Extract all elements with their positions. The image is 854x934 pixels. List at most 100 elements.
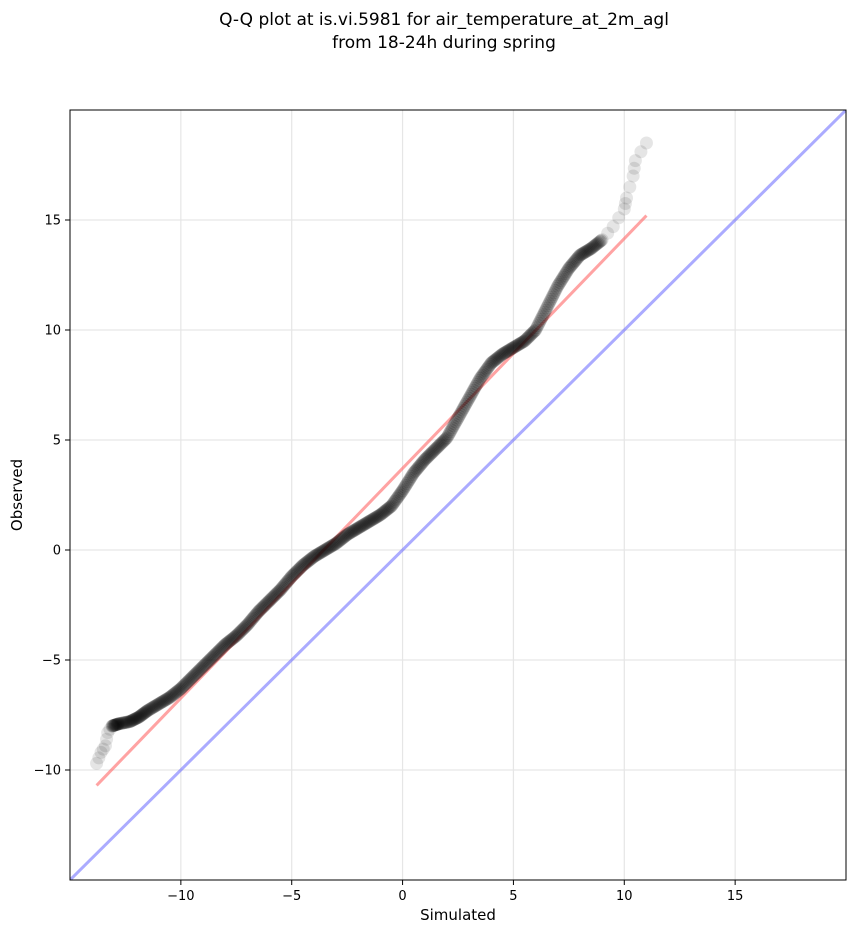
qq-point bbox=[269, 587, 283, 601]
qq-point bbox=[567, 255, 581, 269]
qq-point bbox=[338, 529, 352, 543]
qq-point bbox=[480, 362, 494, 376]
qq-point bbox=[348, 523, 362, 537]
qq-point bbox=[176, 679, 190, 693]
qq-point bbox=[355, 519, 369, 533]
qq-point bbox=[206, 650, 220, 664]
qq-point bbox=[301, 554, 315, 568]
qq-point bbox=[210, 645, 224, 659]
qq-point bbox=[194, 662, 208, 676]
qq-point bbox=[214, 642, 228, 656]
qq-point bbox=[601, 226, 615, 240]
qq-point bbox=[543, 294, 557, 308]
qq-point bbox=[346, 524, 360, 538]
qq-point bbox=[319, 542, 333, 556]
qq-point bbox=[352, 520, 366, 534]
qq-point bbox=[541, 299, 555, 313]
qq-point bbox=[367, 512, 381, 526]
qq-point bbox=[341, 527, 355, 541]
qq-point bbox=[203, 653, 217, 667]
qq-point bbox=[239, 619, 253, 633]
qq-point bbox=[523, 329, 537, 342]
qq-point bbox=[485, 355, 499, 369]
qq-point bbox=[555, 272, 569, 286]
qq-point bbox=[440, 431, 454, 445]
qq-point bbox=[255, 601, 269, 615]
qq-point bbox=[215, 641, 229, 655]
x-axis: −10 −5 0 5 10 15 bbox=[167, 880, 743, 904]
qq-point bbox=[534, 312, 548, 326]
qq-point bbox=[418, 453, 432, 467]
qq-point bbox=[158, 693, 172, 707]
y-tick-label: 0 bbox=[53, 544, 61, 559]
qq-point bbox=[363, 514, 377, 528]
qq-point bbox=[187, 668, 201, 682]
qq-point bbox=[310, 548, 324, 562]
qq-point bbox=[131, 711, 145, 725]
qq-point bbox=[147, 700, 161, 714]
qq-point bbox=[122, 715, 136, 729]
qq-point bbox=[183, 673, 197, 687]
qq-point bbox=[330, 536, 344, 550]
qq-point bbox=[171, 684, 185, 698]
qq-point bbox=[110, 717, 124, 731]
qq-point bbox=[457, 401, 471, 415]
qq-point bbox=[260, 596, 274, 610]
qq-point bbox=[512, 337, 526, 351]
qq-point bbox=[406, 468, 420, 482]
qq-point bbox=[265, 591, 279, 605]
qq-point bbox=[268, 588, 282, 602]
qq-point bbox=[468, 381, 482, 395]
qq-point bbox=[522, 330, 536, 344]
qq-point bbox=[115, 716, 129, 730]
qq-point bbox=[294, 561, 308, 575]
qq-point bbox=[429, 442, 443, 456]
qq-point bbox=[302, 553, 316, 567]
chart-title-line-1: Q-Q plot at is.vi.5981 for air_temperatu… bbox=[219, 10, 669, 30]
qq-point bbox=[469, 379, 483, 393]
quantile-points bbox=[90, 136, 653, 770]
qq-point bbox=[109, 718, 123, 732]
qq-point bbox=[123, 715, 137, 729]
qq-point bbox=[224, 633, 238, 647]
qq-point bbox=[371, 509, 385, 523]
qq-point bbox=[422, 448, 436, 462]
qq-point bbox=[128, 712, 142, 726]
qq-point bbox=[438, 433, 452, 447]
qq-point bbox=[121, 715, 135, 729]
qq-point bbox=[401, 475, 415, 489]
qq-point bbox=[254, 602, 268, 616]
qq-point bbox=[226, 631, 240, 645]
qq-point bbox=[199, 656, 213, 670]
chart-title-line-2: from 18-24h during spring bbox=[332, 33, 556, 53]
qq-point bbox=[552, 277, 566, 291]
qq-point bbox=[618, 197, 632, 210]
qq-point bbox=[590, 237, 604, 251]
qq-point bbox=[251, 605, 265, 619]
qq-point bbox=[439, 432, 453, 446]
qq-point bbox=[273, 584, 287, 598]
qq-point bbox=[236, 622, 250, 636]
qq-point bbox=[275, 581, 289, 595]
qq-point bbox=[433, 437, 447, 451]
qq-point bbox=[575, 247, 589, 261]
x-tick-label: −5 bbox=[282, 889, 301, 904]
qq-point bbox=[190, 665, 204, 679]
qq-point bbox=[533, 314, 547, 328]
qq-point bbox=[132, 710, 146, 724]
qq-point bbox=[464, 387, 478, 401]
qq-point bbox=[120, 715, 134, 729]
qq-point bbox=[204, 652, 218, 666]
qq-point bbox=[300, 555, 314, 569]
qq-point bbox=[576, 246, 590, 260]
qq-point bbox=[307, 550, 321, 564]
qq-point bbox=[357, 518, 371, 532]
qq-point bbox=[465, 385, 479, 399]
qq-point bbox=[562, 261, 576, 275]
qq-point bbox=[549, 283, 563, 297]
qq-point bbox=[182, 674, 196, 688]
qq-point bbox=[509, 339, 523, 353]
qq-point bbox=[472, 373, 486, 387]
qq-point bbox=[372, 508, 386, 522]
qq-point bbox=[186, 670, 200, 683]
